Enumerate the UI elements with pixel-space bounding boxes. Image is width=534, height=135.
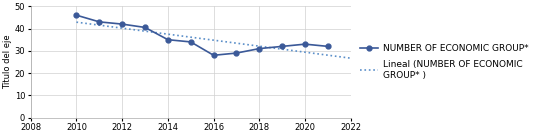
Lineal (NUMBER OF ECONOMIC
GROUP* ): [237, 43, 243, 44]
NUMBER OF ECONOMIC GROUP*: [233, 52, 240, 54]
NUMBER OF ECONOMIC GROUP*: [164, 39, 171, 40]
Line: Lineal (NUMBER OF ECONOMIC
GROUP* ): Lineal (NUMBER OF ECONOMIC GROUP* ): [76, 22, 351, 58]
Lineal (NUMBER OF ECONOMIC
GROUP* ): [73, 21, 80, 23]
NUMBER OF ECONOMIC GROUP*: [73, 14, 80, 16]
NUMBER OF ECONOMIC GROUP*: [119, 23, 125, 25]
Line: NUMBER OF ECONOMIC GROUP*: NUMBER OF ECONOMIC GROUP*: [74, 13, 331, 58]
Y-axis label: Título del eje: Título del eje: [3, 35, 12, 89]
NUMBER OF ECONOMIC GROUP*: [325, 46, 331, 47]
Lineal (NUMBER OF ECONOMIC
GROUP* ): [137, 30, 144, 31]
NUMBER OF ECONOMIC GROUP*: [210, 55, 217, 56]
NUMBER OF ECONOMIC GROUP*: [256, 48, 263, 49]
NUMBER OF ECONOMIC GROUP*: [279, 46, 285, 47]
Lineal (NUMBER OF ECONOMIC
GROUP* ): [325, 54, 332, 56]
NUMBER OF ECONOMIC GROUP*: [187, 41, 194, 43]
Lineal (NUMBER OF ECONOMIC
GROUP* ): [126, 28, 132, 30]
NUMBER OF ECONOMIC GROUP*: [302, 43, 308, 45]
Legend: NUMBER OF ECONOMIC GROUP*, Lineal (NUMBER OF ECONOMIC
GROUP* ): NUMBER OF ECONOMIC GROUP*, Lineal (NUMBE…: [358, 42, 530, 82]
NUMBER OF ECONOMIC GROUP*: [96, 21, 103, 23]
Lineal (NUMBER OF ECONOMIC
GROUP* ): [215, 40, 221, 42]
Lineal (NUMBER OF ECONOMIC
GROUP* ): [334, 56, 340, 57]
NUMBER OF ECONOMIC GROUP*: [142, 27, 148, 28]
Lineal (NUMBER OF ECONOMIC
GROUP* ): [348, 57, 354, 59]
